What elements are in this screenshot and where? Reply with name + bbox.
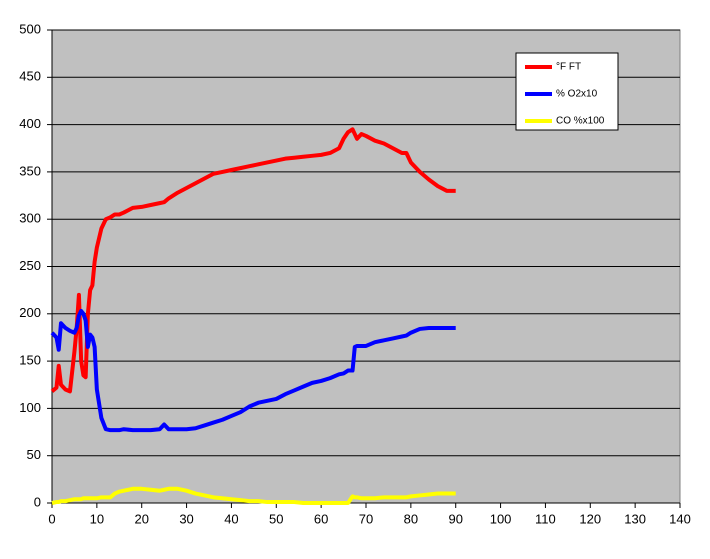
- x-tick-label: 90: [448, 511, 462, 526]
- y-tick-label: 50: [27, 447, 41, 462]
- series-line: [50, 127, 456, 394]
- x-tick-label: 70: [359, 511, 373, 526]
- x-tick-label: 30: [179, 511, 193, 526]
- x-tick-label: 40: [224, 511, 238, 526]
- y-tick-label: 250: [19, 258, 41, 273]
- y-tick-label: 450: [19, 69, 41, 84]
- x-tick-label: 100: [490, 511, 512, 526]
- x-tick-label: 60: [314, 511, 328, 526]
- x-tick-label: 50: [269, 511, 283, 526]
- y-tick-label: 400: [19, 116, 41, 131]
- legend-label: °F FT: [556, 62, 581, 73]
- x-tick-label: 80: [404, 511, 418, 526]
- x-tick-label: 10: [90, 511, 104, 526]
- y-tick-label: 500: [19, 21, 41, 36]
- y-tick-label: 100: [19, 400, 41, 415]
- x-tick-label: 110: [535, 511, 556, 526]
- y-tick-label: 200: [19, 305, 41, 320]
- x-tick-label: 140: [669, 511, 691, 526]
- y-tick-label: 350: [19, 163, 41, 178]
- series-line: [50, 308, 456, 433]
- x-tick-label: 0: [48, 511, 55, 526]
- series-line: [51, 486, 456, 505]
- x-tick-label: 120: [579, 511, 601, 526]
- legend-label: % O2x10: [556, 89, 598, 100]
- legend: °F FT % O2x10 CO %x100: [515, 52, 619, 131]
- y-tick-label: 150: [19, 353, 41, 368]
- legend-label: CO %x100: [556, 116, 605, 127]
- x-tick-label: 130: [624, 511, 646, 526]
- y-tick-label: 0: [34, 494, 41, 509]
- x-tick-label: 20: [134, 511, 148, 526]
- y-tick-label: 300: [19, 211, 41, 226]
